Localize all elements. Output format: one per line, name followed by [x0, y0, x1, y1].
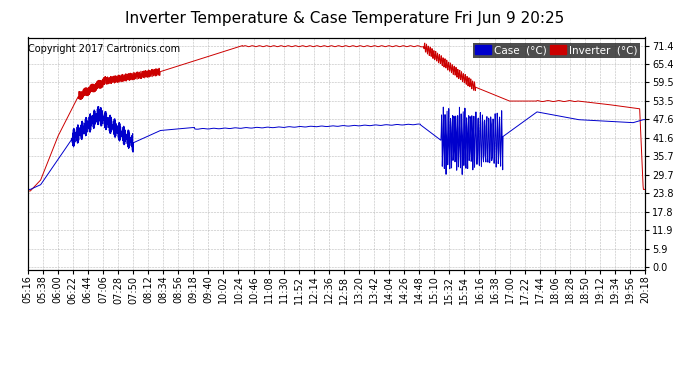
Legend: Case  (°C), Inverter  (°C): Case (°C), Inverter (°C): [473, 43, 640, 58]
Text: Copyright 2017 Cartronics.com: Copyright 2017 Cartronics.com: [28, 45, 180, 54]
Text: Inverter Temperature & Case Temperature Fri Jun 9 20:25: Inverter Temperature & Case Temperature …: [126, 11, 564, 26]
